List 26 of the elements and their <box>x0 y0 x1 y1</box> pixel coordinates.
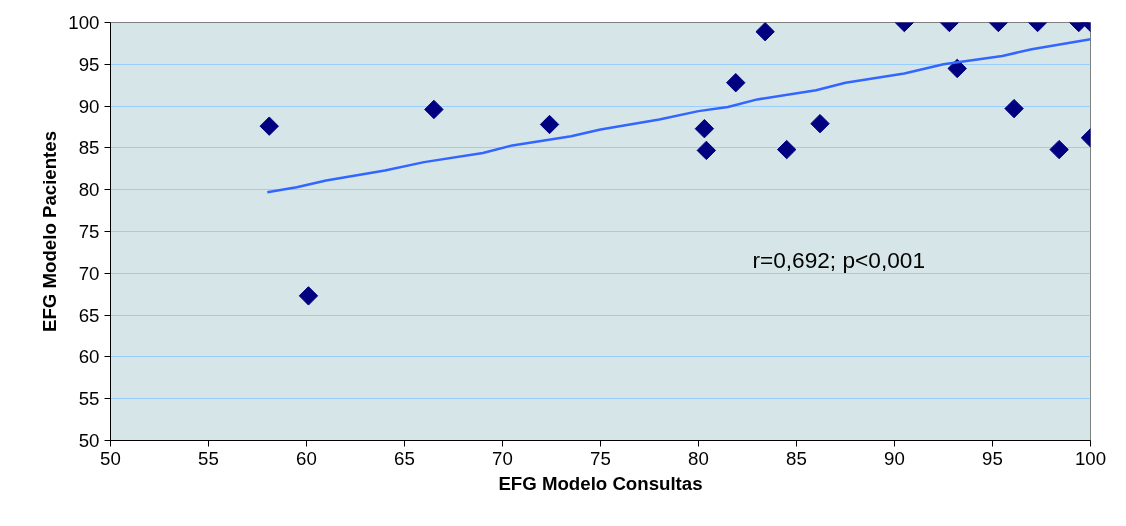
y-tick-label: 55 <box>78 388 100 410</box>
line-series <box>266 37 1091 194</box>
y-tick-label: 90 <box>78 95 100 117</box>
y-tick-label: 50 <box>78 430 100 451</box>
x-tick-label: 50 <box>100 447 121 469</box>
x-tick-label: 65 <box>394 447 415 469</box>
x-tick-label: 75 <box>590 447 611 469</box>
x-axis-title: EFG Modelo Consultas <box>498 472 703 494</box>
x-tick-label: 100 <box>1074 447 1107 469</box>
y-tick-label: 85 <box>78 137 100 159</box>
x-tick-label: 90 <box>884 447 905 469</box>
x-tick-label: 80 <box>688 447 709 469</box>
y-tick-label: 65 <box>78 304 100 326</box>
y-axis-title: EFG Modelo Pacientes <box>39 130 61 333</box>
y-tick-label: 95 <box>78 53 100 75</box>
x-tick-label: 95 <box>982 447 1003 469</box>
y-tick-label: 100 <box>68 12 100 33</box>
x-tick-label: 60 <box>296 447 317 469</box>
annotation: r=0,692; p<0,001 <box>752 247 925 274</box>
y-tick-label: 80 <box>78 179 100 201</box>
y-tick-label: 60 <box>78 346 100 368</box>
x-tick-label: 85 <box>786 447 807 469</box>
y-tick-label: 70 <box>78 262 100 284</box>
y-tick-label: 75 <box>78 221 100 242</box>
x-tick-label: 70 <box>492 447 513 469</box>
x-tick-label: 55 <box>198 447 219 469</box>
